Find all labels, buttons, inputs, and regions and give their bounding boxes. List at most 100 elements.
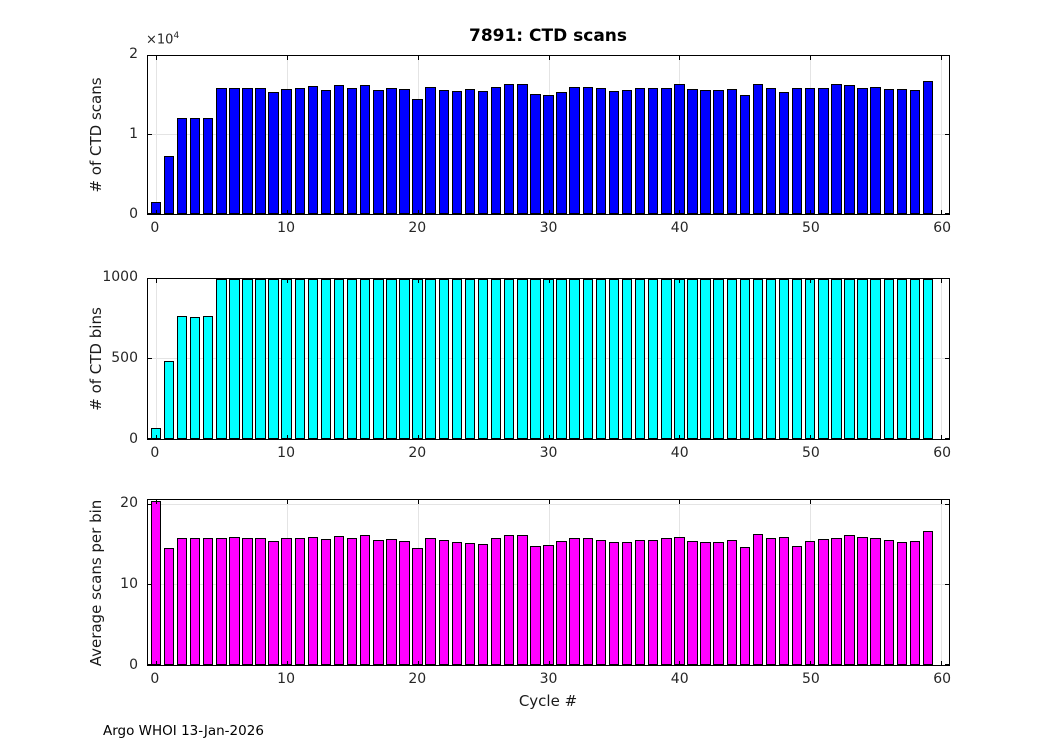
bar-cycle-24 [464, 543, 476, 665]
bar-cycle-52 [831, 537, 842, 665]
bar-cycle-21 [425, 86, 436, 214]
y-tick-mark [148, 55, 152, 56]
x-tick-label: 10 [277, 445, 295, 461]
bar-cycle-46 [752, 279, 764, 439]
x-tick-mark [417, 435, 419, 439]
bar-cycle-44 [726, 540, 737, 665]
bar-cycle-12 [307, 279, 319, 439]
y-tick-label: 2 [129, 46, 138, 62]
x-tick-mark [155, 56, 157, 60]
bar-cycle-58 [909, 89, 921, 214]
x-tick-label: 60 [933, 445, 952, 461]
x-tick-label: 40 [670, 671, 689, 687]
bar-cycle-6 [229, 87, 240, 214]
bar-cycle-43 [713, 89, 724, 214]
y-tick-mark [945, 438, 949, 439]
bar-cycle-55 [870, 538, 881, 665]
x-tick-mark [810, 279, 812, 283]
bar-cycle-57 [896, 89, 908, 214]
bar-cycle-18 [386, 539, 397, 665]
bar-cycle-27 [504, 535, 515, 665]
x-tick-label: 10 [277, 671, 295, 687]
bar-cycle-34 [595, 88, 607, 214]
bar-cycle-19 [399, 540, 410, 665]
bar-cycle-10 [281, 279, 292, 439]
bar-cycle-22 [438, 89, 450, 214]
ctd-scans-subplot: # of CTD scans ×104 0 10 20 30 40 50 60 0 1 2 [0, 31, 1050, 236]
y-tick-mark [945, 664, 949, 665]
bar-cycle-33 [582, 537, 593, 665]
bar-cycle-26 [490, 279, 502, 439]
bar-cycle-50 [805, 279, 816, 439]
bar-cycle-54 [857, 88, 868, 214]
bar-cycle-37 [634, 279, 646, 439]
bar-cycle-4 [202, 117, 214, 214]
bar-cycle-31 [556, 91, 567, 214]
bar-cycle-19 [399, 279, 410, 439]
bar-cycle-6 [229, 536, 240, 665]
bar-cycle-8 [255, 279, 266, 439]
bar-cycle-51 [818, 279, 829, 439]
bar-cycle-30 [543, 279, 554, 439]
bar-cycle-40 [674, 536, 685, 665]
x-tick-label: 60 [933, 220, 952, 236]
bar-cycle-59 [922, 81, 934, 214]
bar-cycle-42 [700, 89, 711, 214]
bar-cycle-8 [255, 537, 266, 665]
x-tick-mark [548, 210, 550, 214]
bar-cycle-43 [713, 541, 724, 665]
bar-cycle-20 [412, 548, 423, 665]
bar-cycle-11 [294, 537, 306, 665]
bar-cycle-3 [189, 538, 201, 665]
bar-cycle-25 [477, 544, 489, 665]
x-tick-mark [941, 435, 943, 439]
bar-cycle-15 [346, 87, 358, 214]
x-tick-mark [155, 279, 157, 283]
ctd-bins-subplot: # of CTD bins 0 10 20 30 40 50 60 0 500 1000 [0, 269, 1050, 461]
x-tick-mark [679, 279, 681, 283]
bar-cycle-1 [163, 155, 175, 214]
x-tick-mark [548, 661, 550, 665]
x-tick-label: 0 [150, 445, 160, 461]
bar-cycle-46 [752, 534, 764, 665]
y-tick-mark [945, 213, 949, 214]
bar-cycle-1 [163, 360, 175, 439]
bar-cycle-41 [687, 89, 698, 214]
bar-cycle-28 [517, 535, 528, 665]
x-tick-mark [810, 661, 812, 665]
x-tick-mark [548, 56, 550, 60]
bar-cycle-44 [726, 89, 737, 214]
x-tick-mark [286, 56, 288, 60]
avg-scans-subplot: Average scans per bin 0 10 20 30 40 50 60 0 10 20 [0, 495, 1050, 687]
bar-cycle-3 [189, 118, 201, 214]
bar-cycle-27 [504, 279, 515, 439]
x-tick-label: 30 [539, 220, 558, 236]
bar-cycle-55 [870, 279, 881, 439]
bar-cycle-30 [543, 544, 554, 665]
bar-cycle-45 [739, 279, 751, 439]
bar-cycle-21 [425, 279, 436, 439]
x-tick-mark [679, 435, 681, 439]
bar-cycle-41 [687, 540, 698, 665]
x-tick-mark [155, 210, 157, 214]
bar-cycle-23 [451, 90, 463, 214]
bar-cycle-37 [634, 540, 646, 665]
x-tick-mark [548, 435, 550, 439]
bar-cycle-19 [399, 89, 410, 214]
bar-cycle-13 [320, 89, 332, 214]
x-gridline [941, 279, 943, 439]
y-tick-mark [945, 278, 949, 279]
bar-cycle-51 [818, 87, 829, 214]
bar-cycle-29 [530, 546, 541, 665]
x-tick-label: 0 [150, 220, 160, 236]
bar-cycle-58 [909, 279, 921, 439]
bar-cycle-2 [176, 117, 188, 214]
y-tick-mark [945, 503, 949, 505]
bar-cycle-4 [202, 537, 214, 665]
y-tick-label: 0 [129, 657, 138, 673]
bar-cycle-11 [294, 88, 306, 214]
bar-cycle-21 [425, 537, 436, 665]
bar-cycle-34 [595, 540, 607, 665]
bar-cycle-56 [883, 540, 895, 665]
x-tick-label: 30 [539, 671, 558, 687]
